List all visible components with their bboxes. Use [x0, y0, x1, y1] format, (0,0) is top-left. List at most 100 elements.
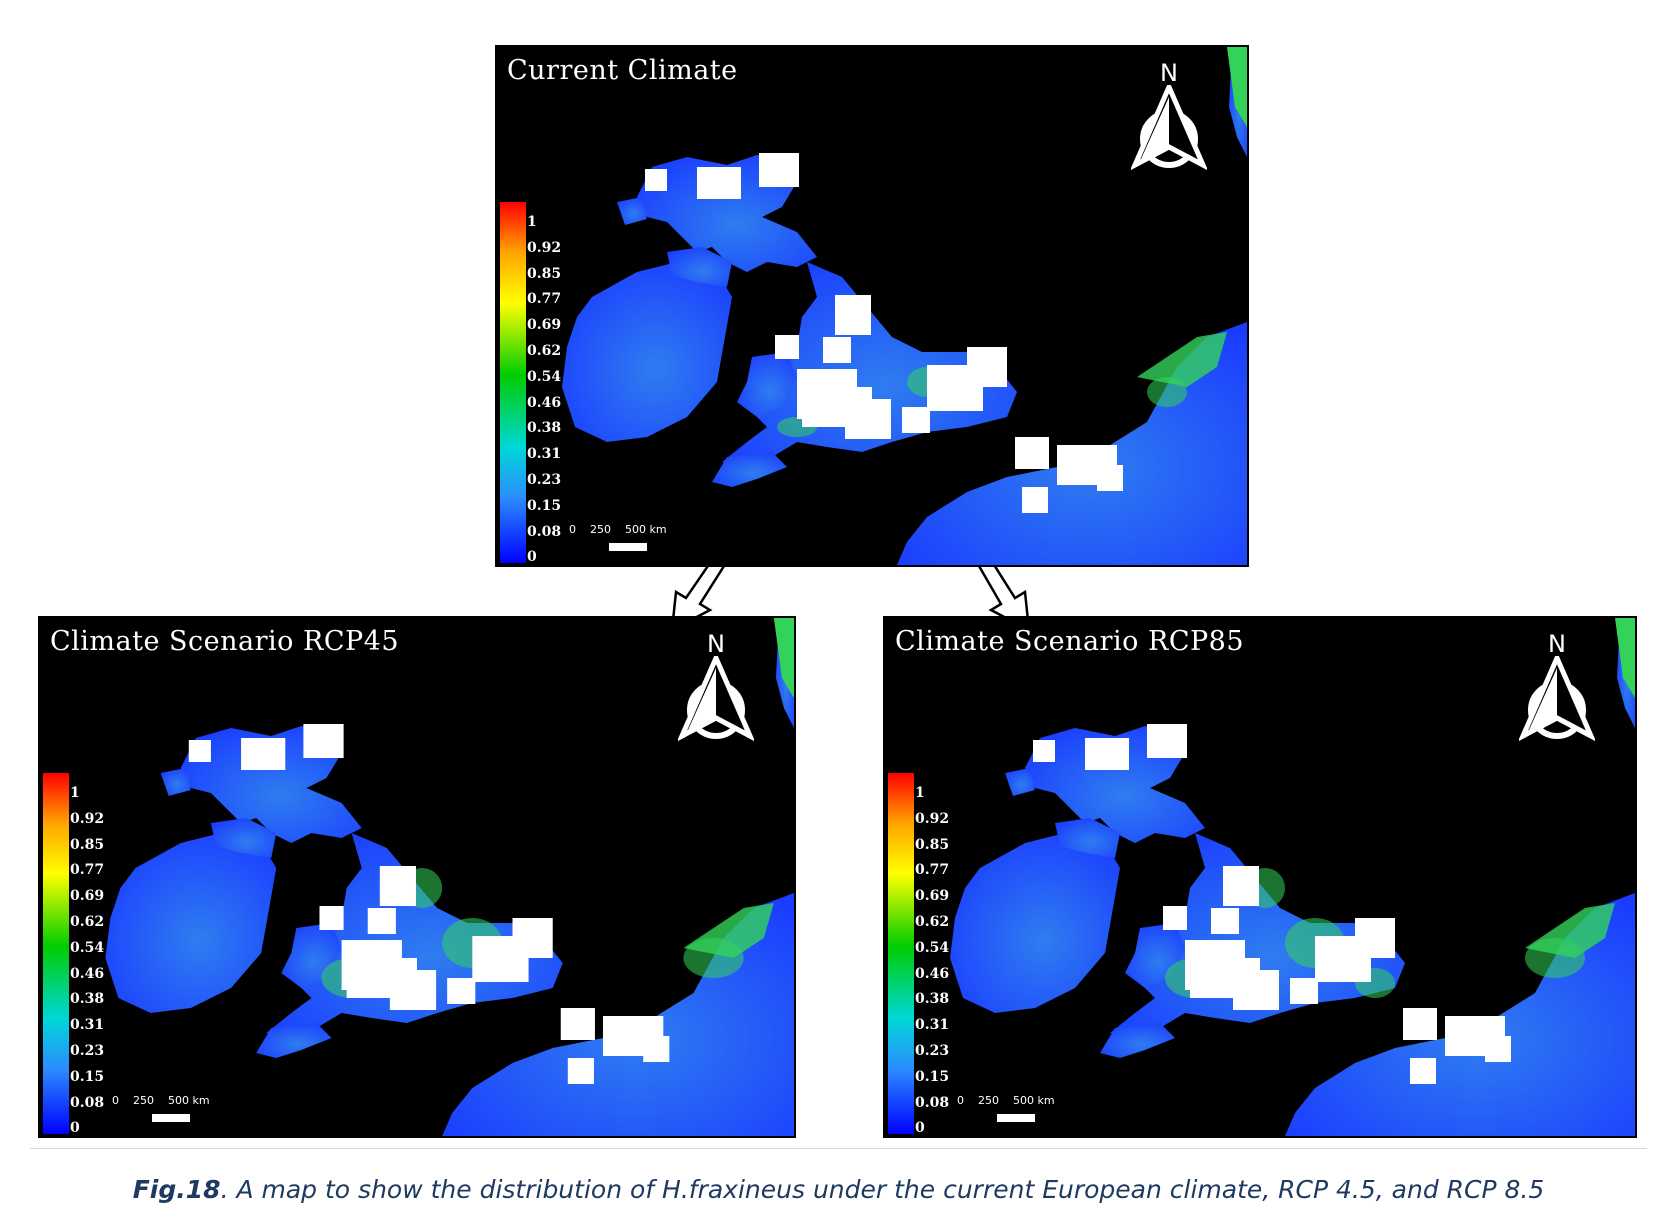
- occurrence-cell: [1403, 1008, 1437, 1040]
- legend-labels: 1 0.92 0.85 0.77 0.69 0.62 0.54 0.46 0.38 0.31 0.2…: [915, 781, 949, 1136]
- occurrence-cell: [643, 1036, 670, 1062]
- legend-color-bar: [500, 202, 526, 563]
- occurrence-cell: [902, 407, 930, 433]
- legend-label: 0.38: [527, 420, 562, 437]
- occurrence-cell: [645, 169, 667, 191]
- scale-bar-rect: [997, 1114, 1035, 1122]
- occurrence-cell: [697, 167, 741, 199]
- occurrence-cell: [802, 387, 872, 427]
- legend-label: 0.08: [70, 1094, 105, 1111]
- scale-tick: 500 km: [625, 523, 667, 536]
- land-france: [1285, 893, 1635, 1136]
- legend-label: 0.54: [70, 939, 105, 956]
- legend-label: 0: [915, 1120, 925, 1136]
- legend-label: 0.85: [915, 836, 950, 853]
- land-cornwall: [1100, 1023, 1175, 1058]
- legend-label: 0: [70, 1120, 80, 1136]
- occurrence-cell: [1410, 1058, 1436, 1084]
- occurrence-cell: [319, 906, 344, 930]
- distribution-map: [497, 47, 1247, 565]
- legend-label: 0.77: [70, 862, 105, 879]
- land-nireland: [210, 818, 277, 858]
- occurrence-cell: [1223, 866, 1259, 906]
- occurrence-cell: [560, 1008, 595, 1040]
- scale-bar-rect: [609, 543, 647, 551]
- distribution-map: [885, 618, 1635, 1136]
- legend-label: 0.92: [70, 810, 105, 827]
- legend-label: 0.08: [915, 1094, 950, 1111]
- legend-label: 0.69: [70, 888, 105, 905]
- scale-tick: 250: [978, 1094, 999, 1107]
- land-cornwall: [712, 452, 787, 487]
- legend-label: 1: [527, 214, 537, 230]
- panel-title: Climate Scenario RCP85: [895, 626, 1245, 657]
- legend-label: 0.46: [915, 965, 950, 982]
- land-france: [442, 893, 794, 1136]
- land-ireland: [950, 833, 1120, 1013]
- occurrence-cell: [1211, 908, 1239, 934]
- scale-bar: 0 250 500 km: [112, 1094, 242, 1126]
- scale-bar: 0 250 500 km: [957, 1094, 1087, 1126]
- caption-divider: [30, 1148, 1647, 1149]
- legend-label: 1: [70, 785, 80, 801]
- legend-label: 0.23: [915, 1042, 950, 1059]
- legend-label: 0.15: [915, 1068, 950, 1085]
- occurrence-cell: [759, 153, 799, 187]
- north-label: N: [707, 630, 725, 658]
- scale-tick: 250: [133, 1094, 154, 1107]
- legend-color-bar: [43, 773, 69, 1134]
- legend-label: 0.23: [70, 1042, 105, 1059]
- figure-caption: Fig.18. A map to show the distribution o…: [0, 1175, 1677, 1204]
- occurrence-cell: [967, 347, 1007, 387]
- occurrence-cell: [1022, 487, 1048, 513]
- legend-label: 0.08: [527, 523, 562, 540]
- scale-tick: 0: [112, 1094, 119, 1107]
- land-nireland: [1055, 818, 1120, 858]
- legend-labels: 1 0.92 0.85 0.77 0.69 0.62 0.54 0.46 0.38 0.31 0.2…: [70, 781, 104, 1136]
- occurrence-cell: [346, 958, 417, 998]
- occurrence-cell: [775, 335, 799, 359]
- scale-tick: 500 km: [168, 1094, 210, 1107]
- legend-label: 1: [915, 785, 925, 801]
- scale-tick: 250: [590, 523, 611, 536]
- land-hebrides: [1005, 768, 1035, 796]
- map-panel-rcp45: Climate Scenario RCP45 N 1 0.92 0.85 0.77 0.…: [40, 618, 794, 1136]
- north-arrow-icon: N: [1519, 630, 1595, 742]
- legend-label: 0.38: [70, 991, 105, 1008]
- distribution-map: [40, 618, 794, 1136]
- occurrence-cell: [1085, 738, 1129, 770]
- occurrence-cell: [1485, 1036, 1511, 1062]
- figure-label: Fig.18: [132, 1175, 221, 1204]
- occurrence-cell: [241, 738, 286, 770]
- legend-label: 0.92: [527, 239, 562, 256]
- legend-label: 0.46: [527, 394, 562, 411]
- north-arrow-icon: N: [1131, 59, 1207, 171]
- occurrence-cell: [823, 337, 851, 363]
- scale-bar: 0 250 500 km: [569, 523, 699, 555]
- legend-label: 0.92: [915, 810, 950, 827]
- occurrence-cell: [835, 295, 871, 335]
- legend-label: 0.54: [915, 939, 950, 956]
- occurrence-cell: [188, 740, 211, 762]
- legend-label: 0.85: [70, 836, 105, 853]
- legend-label: 0.62: [527, 342, 562, 359]
- legend-label: 0.31: [915, 1017, 950, 1034]
- north-label: N: [1160, 59, 1178, 87]
- north-arrow-icon: N: [678, 630, 754, 742]
- legend-labels: 1 0.92 0.85 0.77 0.69 0.62 0.54 0.46 0.38 0.31 0.2…: [527, 210, 561, 565]
- occurrence-cell: [1147, 724, 1187, 758]
- legend-label: 0.69: [915, 888, 950, 905]
- legend-label: 0.31: [527, 446, 562, 463]
- land-hebrides: [617, 197, 647, 225]
- legend-label: 0.62: [915, 913, 950, 930]
- legend-label: 0.77: [915, 862, 950, 879]
- occurrence-cell: [447, 978, 476, 1004]
- caption-text: . A map to show the distribution of H.fr…: [220, 1175, 1545, 1204]
- map-panel-current-climate: Current Climate N 1 0.92 0.85 0.77 0.69 0.62 0…: [497, 47, 1247, 565]
- legend-label: 0.46: [70, 965, 105, 982]
- occurrence-cell: [1097, 465, 1123, 491]
- occurrence-cell: [379, 866, 416, 906]
- legend-label: 0.54: [527, 368, 562, 385]
- panel-title: Climate Scenario RCP45: [50, 626, 400, 657]
- occurrence-cell: [303, 724, 344, 758]
